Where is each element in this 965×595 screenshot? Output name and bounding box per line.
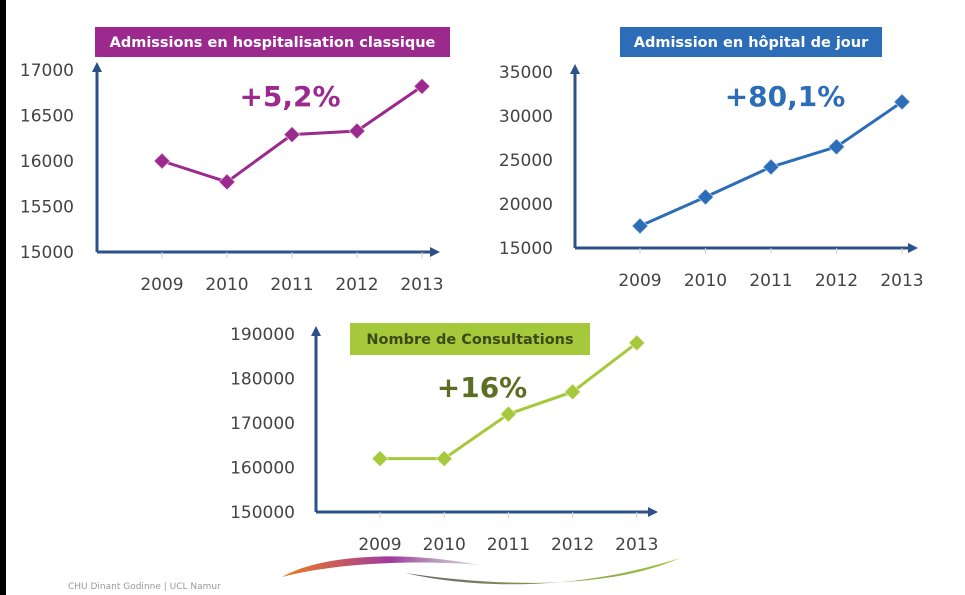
chart-title: Admission en hôpital de jour xyxy=(634,35,869,51)
x-tick-label: 2009 xyxy=(618,271,661,291)
data-point-marker xyxy=(563,383,582,401)
data-point-marker xyxy=(628,334,646,352)
y-tick-label: 16500 xyxy=(20,107,74,127)
chart-title-box xyxy=(95,27,450,57)
y-tick-label: 180000 xyxy=(230,370,295,390)
data-point-marker xyxy=(631,217,649,235)
x-axis-arrow-icon xyxy=(648,507,658,517)
data-point-marker xyxy=(371,449,389,468)
chart-title: Nombre de Consultations xyxy=(366,332,573,348)
x-tick-label: 2011 xyxy=(487,535,530,555)
logo-swoosh-orange xyxy=(282,556,480,577)
chart-2: 15000 20000 25000 30000 35000 2009 2010 2011 201… xyxy=(499,27,924,291)
x-tick-label: 2013 xyxy=(400,275,443,295)
growth-annotation: +5,2% xyxy=(239,80,340,113)
footer-text: CHU Dinant Godinne | UCL Namur xyxy=(68,582,221,592)
chart-title-box xyxy=(620,27,882,57)
growth-annotation: +80,1% xyxy=(725,80,846,113)
x-tick-label: 2012 xyxy=(815,271,858,291)
data-point-marker xyxy=(499,405,518,423)
chart-3: 150000 160000 170000 180000 190000 2009 2010 20… xyxy=(230,323,658,555)
x-tick-label: 2010 xyxy=(205,275,248,295)
y-axis-arrow-icon xyxy=(92,62,102,72)
y-tick-label: 15000 xyxy=(20,243,74,263)
x-tick-label: 2009 xyxy=(140,275,183,295)
data-point-marker xyxy=(153,152,171,170)
y-tick-label: 25000 xyxy=(499,151,553,171)
x-tick-label: 2012 xyxy=(335,275,378,295)
y-tick-label: 35000 xyxy=(499,63,553,83)
x-tick-label: 2010 xyxy=(423,535,466,555)
data-point-marker xyxy=(435,449,453,468)
x-tick-label: 2013 xyxy=(615,535,658,555)
data-point-marker xyxy=(827,138,846,156)
y-tick-label: 150000 xyxy=(230,503,295,523)
y-tick-label: 30000 xyxy=(499,107,553,127)
x-axis-arrow-icon xyxy=(908,243,918,253)
y-tick-label: 15000 xyxy=(499,239,553,259)
growth-annotation: +16% xyxy=(437,371,527,404)
data-point-marker xyxy=(413,77,431,96)
y-tick-label: 17000 xyxy=(20,61,74,81)
data-point-marker xyxy=(348,122,366,140)
chart-1: 15000 15500 16000 16500 17000 2009 2010 2011 201… xyxy=(20,27,450,295)
y-axis-arrow-icon xyxy=(311,326,321,336)
x-tick-label: 2011 xyxy=(749,271,792,291)
data-point-marker xyxy=(696,188,715,206)
x-tick-label: 2010 xyxy=(684,271,727,291)
y-tick-label: 160000 xyxy=(230,459,295,479)
chart-title: Admissions en hospitalisation classique xyxy=(110,35,436,51)
x-axis-arrow-icon xyxy=(430,247,440,257)
x-tick-label: 2012 xyxy=(551,535,594,555)
y-tick-label: 170000 xyxy=(230,414,295,434)
y-tick-label: 190000 xyxy=(230,325,295,345)
data-point-marker xyxy=(893,93,911,111)
y-axis-arrow-icon xyxy=(570,64,580,74)
y-tick-label: 15500 xyxy=(20,198,74,218)
data-point-marker xyxy=(762,158,780,176)
y-tick-label: 16000 xyxy=(20,152,74,172)
x-tick-label: 2011 xyxy=(270,275,313,295)
data-point-marker xyxy=(218,173,236,191)
y-tick-label: 20000 xyxy=(499,195,553,215)
chart-title-box xyxy=(350,323,590,355)
data-point-marker xyxy=(283,125,301,144)
x-tick-label: 2013 xyxy=(880,271,923,291)
x-tick-label: 2009 xyxy=(358,535,401,555)
left-edge-border xyxy=(0,0,6,595)
